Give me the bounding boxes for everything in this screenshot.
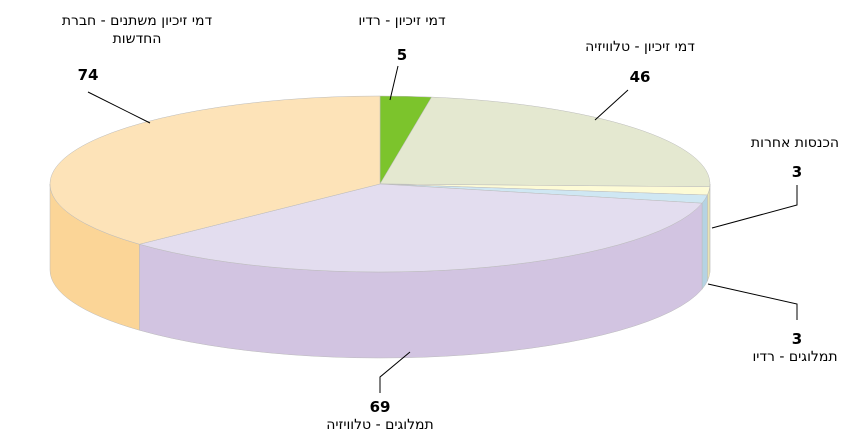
value-label: 3: [791, 163, 803, 181]
leader-line: [707, 283, 798, 320]
pie-slice: [379, 96, 711, 188]
pie-slice: [49, 95, 381, 245]
slice-label: הכנסות אחרות: [750, 135, 840, 151]
pie-slice: [138, 183, 703, 273]
slice-label: דמי זיכיון - רדיו: [358, 13, 446, 29]
leader-line: [87, 91, 151, 124]
value-label: 74: [77, 66, 99, 84]
leader-line: [379, 351, 411, 393]
leader-line: [594, 89, 629, 121]
value-label: 3: [791, 330, 803, 348]
value-label: 69: [369, 398, 391, 416]
leader-line: [389, 65, 399, 101]
slice-label: דמי זיכיון משתנים - חברת החדשות: [61, 13, 213, 47]
pie-slice-side: [707, 186, 711, 282]
slice-label: דמי זיכיון - טלוויזיה: [585, 39, 695, 55]
value-label: 46: [629, 68, 651, 86]
slice-label: תמלוגים - רדיו: [752, 349, 838, 365]
pie-slice-side: [701, 194, 708, 290]
value-label: 5: [396, 46, 408, 64]
slice-label: תמלוגים - טלוויזיה: [326, 417, 434, 432]
leader-line: [711, 185, 798, 229]
